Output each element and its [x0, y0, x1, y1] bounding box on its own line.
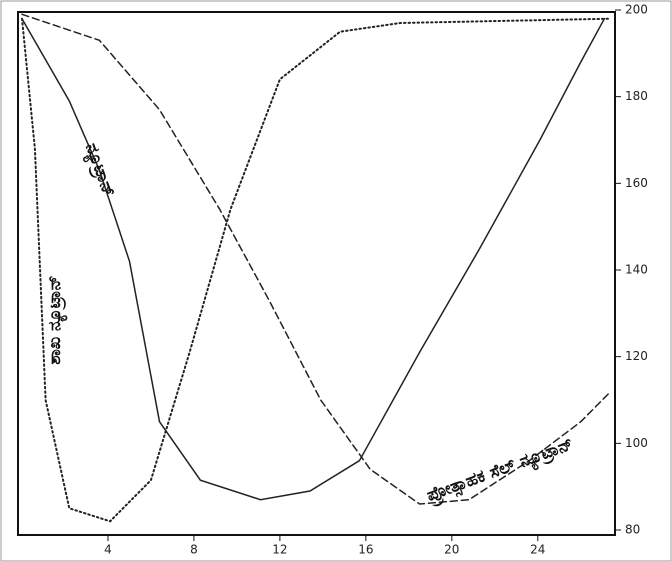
x-tick-label: 24 [530, 543, 545, 557]
y-tick-label: 120 [625, 349, 648, 363]
x-tick-label: 16 [358, 543, 373, 557]
series-label: ಶಾಖ ನ್ಯೂಟ್ರಾನ್ [45, 275, 68, 364]
y-tick-label: 180 [625, 89, 648, 103]
y-tick-label: 80 [625, 523, 640, 537]
x-tick-label: 12 [272, 543, 287, 557]
y-tick-label: 160 [625, 176, 648, 190]
y-tick-label: 140 [625, 263, 648, 277]
plot-frame [17, 11, 616, 536]
x-tick-label: 4 [104, 543, 112, 557]
y-tick-label: 200 [625, 3, 648, 17]
series-line [21, 17, 612, 523]
series-line [21, 17, 606, 501]
y-tick-label: 100 [625, 436, 648, 450]
series-label: ನ್ಯೂಟ್ರಾನ್ [78, 141, 119, 201]
x-tick-label: 20 [444, 543, 459, 557]
x-tick-label: 8 [190, 543, 198, 557]
series-line [21, 13, 612, 505]
series-label: ಪ್ರೋತ್ಸಾಹಕ ಸೆಲ್ ನ್ಯೂಟ್ರಾನ್ [424, 434, 577, 509]
